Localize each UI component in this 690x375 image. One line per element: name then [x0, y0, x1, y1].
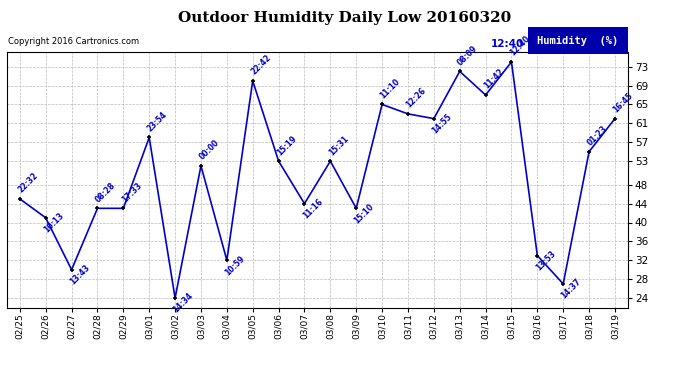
Point	[454, 68, 465, 74]
Text: 01:23: 01:23	[586, 124, 609, 147]
Text: 00:00: 00:00	[197, 138, 221, 162]
Text: 11:10: 11:10	[379, 77, 402, 100]
Point	[532, 252, 543, 258]
Text: 17:33: 17:33	[120, 181, 144, 204]
Text: Outdoor Humidity Daily Low 20160320: Outdoor Humidity Daily Low 20160320	[179, 11, 511, 25]
Point	[92, 206, 103, 212]
Text: 15:10: 15:10	[353, 202, 376, 225]
Point	[609, 116, 620, 122]
Text: 12:40: 12:40	[491, 39, 524, 50]
Text: 22:42: 22:42	[249, 53, 273, 76]
Point	[14, 196, 26, 202]
Text: 10:13: 10:13	[42, 211, 66, 234]
Point	[170, 295, 181, 301]
Point	[221, 257, 233, 263]
Point	[299, 201, 310, 207]
Text: 11:42: 11:42	[482, 68, 505, 91]
Text: Copyright 2016 Cartronics.com: Copyright 2016 Cartronics.com	[8, 38, 139, 46]
Text: 12:26: 12:26	[404, 86, 428, 110]
Text: 16:45: 16:45	[611, 91, 635, 114]
Text: 14:34: 14:34	[172, 291, 195, 315]
Point	[273, 158, 284, 164]
Point	[584, 148, 595, 154]
Text: 11:16: 11:16	[301, 197, 324, 220]
Text: 14:55: 14:55	[431, 112, 453, 135]
Point	[118, 206, 129, 212]
Text: 23:54: 23:54	[146, 110, 169, 134]
Text: 14:37: 14:37	[560, 277, 583, 300]
Point	[325, 158, 336, 164]
Point	[377, 102, 388, 108]
Point	[558, 281, 569, 287]
Text: 15:31: 15:31	[327, 134, 350, 157]
Text: 15:19: 15:19	[275, 134, 298, 157]
Text: Humidity  (%): Humidity (%)	[538, 36, 618, 46]
Text: 22:32: 22:32	[17, 171, 39, 195]
Point	[144, 135, 155, 141]
Point	[247, 78, 258, 84]
Point	[402, 111, 413, 117]
Point	[66, 267, 77, 273]
Text: 08:09: 08:09	[456, 44, 480, 67]
Point	[351, 206, 362, 212]
Point	[506, 59, 517, 65]
Point	[480, 92, 491, 98]
Text: 13:43: 13:43	[68, 263, 91, 286]
Text: 12:40: 12:40	[508, 34, 531, 58]
Text: 10:59: 10:59	[224, 254, 246, 277]
Text: 08:28: 08:28	[94, 181, 117, 204]
Point	[40, 215, 51, 221]
Text: 13:53: 13:53	[534, 249, 557, 272]
Point	[195, 163, 206, 169]
Point	[428, 116, 440, 122]
